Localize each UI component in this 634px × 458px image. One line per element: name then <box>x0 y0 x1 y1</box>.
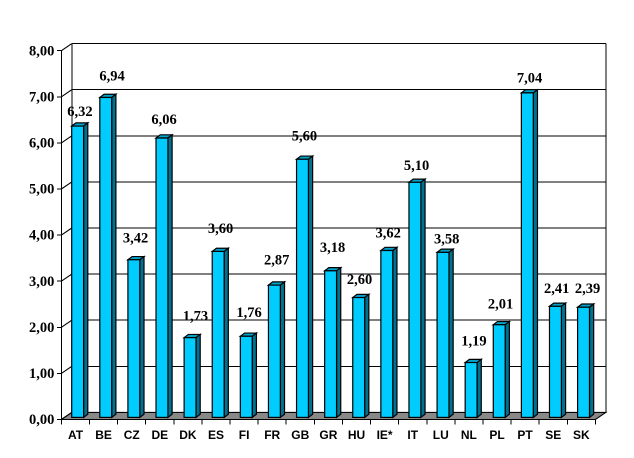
svg-text:DE: DE <box>151 428 168 442</box>
svg-text:3,58: 3,58 <box>434 231 459 247</box>
svg-text:IT: IT <box>407 428 418 442</box>
svg-text:DK: DK <box>179 428 197 442</box>
svg-text:SE: SE <box>545 428 561 442</box>
svg-text:4,00: 4,00 <box>29 228 54 244</box>
svg-text:2,01: 2,01 <box>488 296 513 312</box>
svg-text:CZ: CZ <box>124 428 140 442</box>
svg-text:BE: BE <box>95 428 112 442</box>
svg-text:5,00: 5,00 <box>29 182 54 198</box>
svg-text:PL: PL <box>489 428 504 442</box>
svg-text:3,42: 3,42 <box>123 230 148 246</box>
svg-text:IE*: IE* <box>377 428 393 442</box>
svg-text:8,00: 8,00 <box>29 43 54 59</box>
svg-text:2,41: 2,41 <box>544 281 569 297</box>
svg-text:1,00: 1,00 <box>29 366 54 382</box>
svg-text:3,62: 3,62 <box>376 225 401 241</box>
svg-text:HU: HU <box>348 428 365 442</box>
svg-text:1,73: 1,73 <box>183 308 208 324</box>
svg-text:5,10: 5,10 <box>404 158 429 174</box>
svg-text:7,00: 7,00 <box>29 89 54 105</box>
svg-text:FR: FR <box>264 428 280 442</box>
svg-text:ES: ES <box>208 428 224 442</box>
svg-text:2,39: 2,39 <box>575 281 600 297</box>
svg-text:AT: AT <box>68 428 84 442</box>
svg-text:2,00: 2,00 <box>29 320 54 336</box>
svg-text:6,06: 6,06 <box>151 112 176 128</box>
svg-text:2,87: 2,87 <box>264 253 289 269</box>
svg-text:5,60: 5,60 <box>292 128 317 144</box>
svg-text:3,00: 3,00 <box>29 274 54 290</box>
svg-text:6,00: 6,00 <box>29 136 54 152</box>
svg-text:NL: NL <box>461 428 477 442</box>
svg-text:7,04: 7,04 <box>517 71 542 87</box>
svg-text:3,18: 3,18 <box>320 240 345 256</box>
svg-text:FI: FI <box>239 428 250 442</box>
svg-text:LU: LU <box>433 428 449 442</box>
svg-text:GB: GB <box>291 428 309 442</box>
svg-text:6,94: 6,94 <box>99 69 124 85</box>
svg-text:3,60: 3,60 <box>208 221 233 237</box>
svg-text:0,00: 0,00 <box>29 412 54 428</box>
svg-text:1,76: 1,76 <box>236 305 261 321</box>
svg-text:SK: SK <box>573 428 590 442</box>
svg-text:GR: GR <box>319 428 337 442</box>
svg-text:2,60: 2,60 <box>347 272 372 288</box>
svg-text:6,32: 6,32 <box>67 104 92 120</box>
svg-text:1,19: 1,19 <box>461 333 486 349</box>
svg-text:PT: PT <box>517 428 533 442</box>
